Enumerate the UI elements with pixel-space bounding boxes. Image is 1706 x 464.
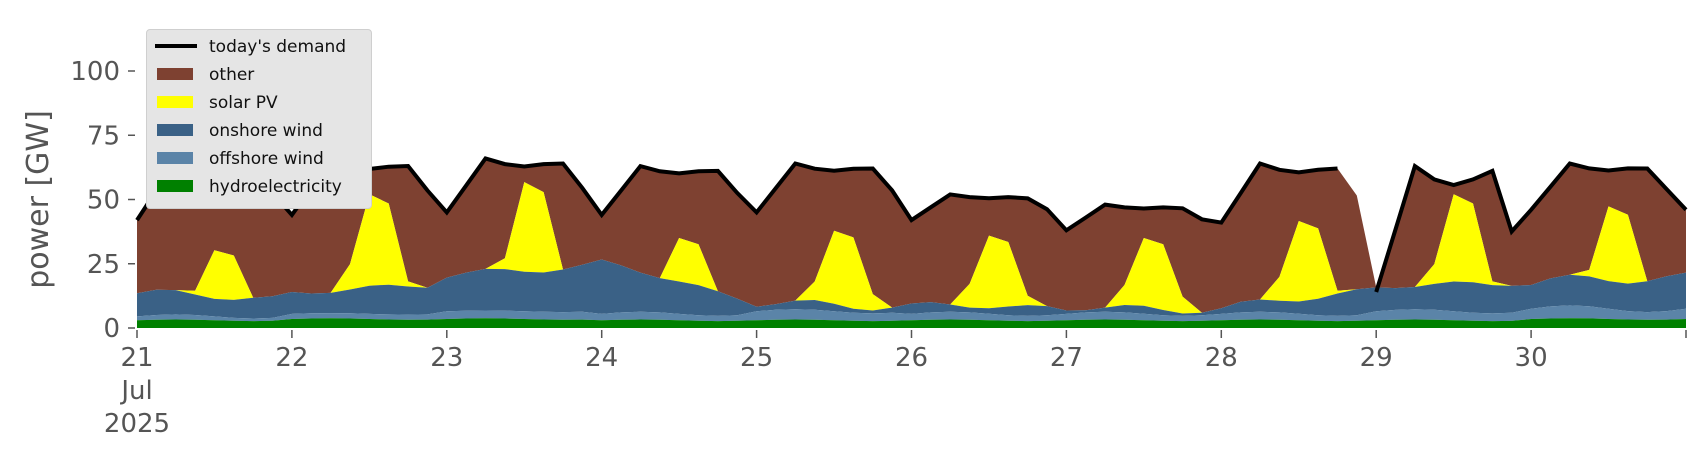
- area-solar-pv: [137, 182, 1686, 314]
- y-axis-label: power [GW]: [21, 110, 56, 289]
- legend-item-offshore: offshore wind: [147, 146, 373, 170]
- legend: today's demand other solar PV onshore wi…: [146, 29, 372, 209]
- legend-line-demand: [155, 44, 197, 48]
- legend-swatch-onshore: [157, 124, 193, 136]
- x-tick-label: 21: [120, 343, 153, 373]
- x-tick-label: 29: [1360, 343, 1393, 373]
- legend-label-hydro: hydroelectricity: [209, 177, 342, 197]
- legend-label-onshore: onshore wind: [209, 121, 323, 141]
- legend-item-demand: today's demand: [147, 34, 373, 58]
- x-tick-label: 2025: [104, 409, 170, 439]
- x-tick-label: 28: [1205, 343, 1238, 373]
- legend-swatch-hydro: [157, 180, 193, 192]
- legend-swatch-other: [157, 68, 193, 80]
- legend-label-offshore: offshore wind: [209, 149, 324, 169]
- legend-item-hydro: hydroelectricity: [147, 174, 373, 198]
- legend-label-other: other: [209, 65, 255, 85]
- x-tick-label: 22: [275, 343, 308, 373]
- x-tick-label: 30: [1515, 343, 1548, 373]
- legend-item-onshore: onshore wind: [147, 118, 373, 142]
- x-tick-label: 24: [585, 343, 618, 373]
- x-tick-label: 25: [740, 343, 773, 373]
- x-tick-label: 23: [430, 343, 463, 373]
- area-onshore-wind: [137, 259, 1686, 319]
- legend-item-other: other: [147, 62, 373, 86]
- y-tick-label: 50: [87, 186, 120, 216]
- y-tick-label: 100: [70, 57, 120, 87]
- area-other: [137, 158, 1686, 313]
- legend-label-solar: solar PV: [209, 93, 278, 113]
- legend-swatch-solar: [157, 96, 193, 108]
- x-tick-label: Jul: [119, 376, 152, 406]
- y-tick-label: 0: [103, 314, 120, 344]
- legend-item-solar: solar PV: [147, 90, 373, 114]
- y-tick-label: 25: [87, 250, 120, 280]
- x-tick-label: 27: [1050, 343, 1083, 373]
- legend-label-demand: today's demand: [209, 37, 347, 57]
- legend-swatch-offshore: [157, 152, 193, 164]
- y-tick-label: 75: [87, 121, 120, 151]
- x-tick-label: 26: [895, 343, 928, 373]
- stacked-areas: [137, 158, 1686, 328]
- area-offshore-wind: [137, 305, 1686, 322]
- area-hydroelectricity: [137, 318, 1686, 328]
